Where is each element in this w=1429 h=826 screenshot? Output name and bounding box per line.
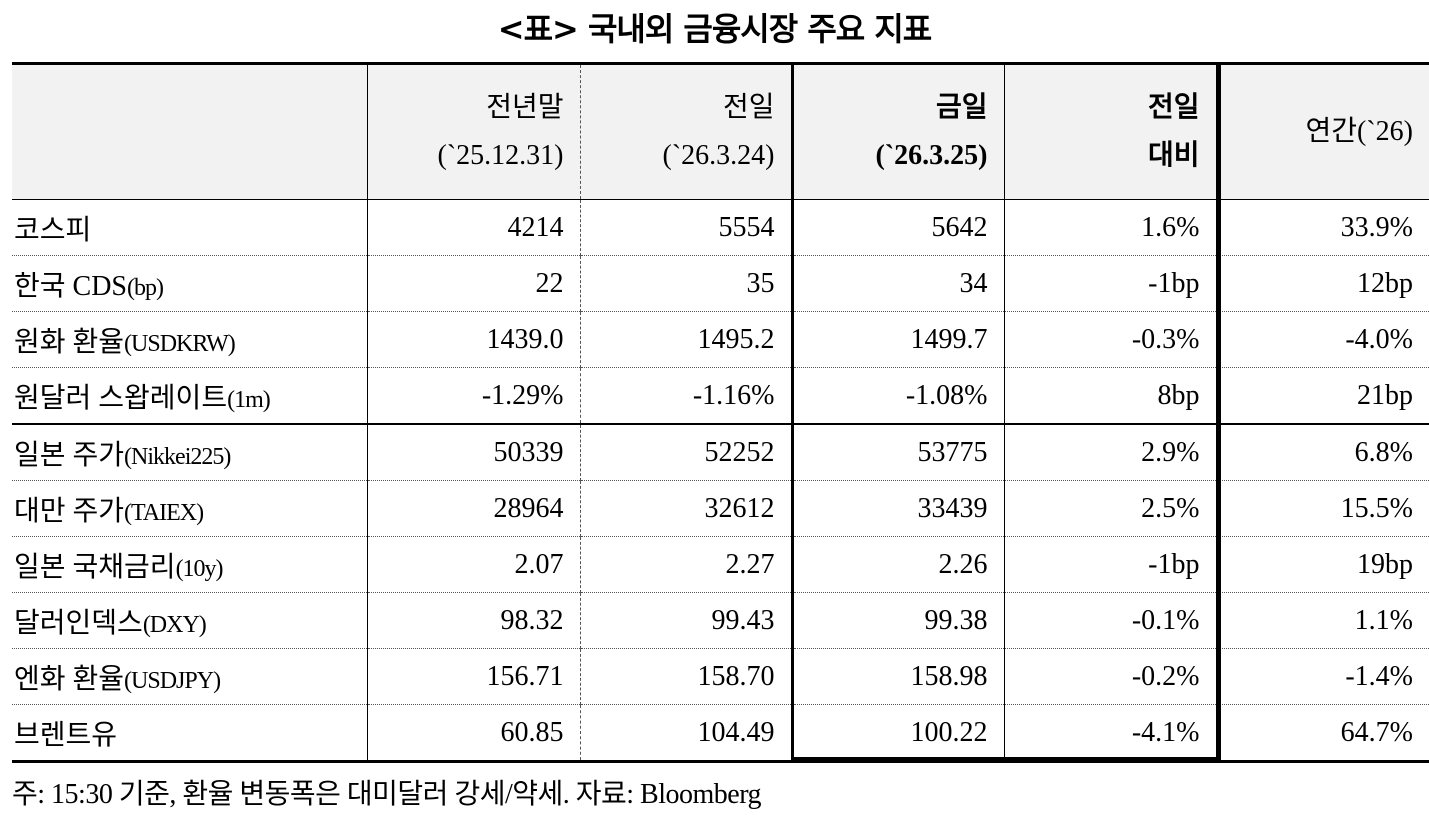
cell-ytd: 21bp: [1215, 367, 1429, 425]
cell-prev-day: 104.49: [579, 704, 792, 763]
row-label: 대만 주가(TAIEX): [12, 480, 367, 537]
cell-ytd: -1.4%: [1215, 648, 1429, 705]
cell-day-change: -0.2%: [1003, 648, 1217, 705]
cell-prev-day: 52252: [579, 424, 792, 481]
cell-day-change: 2.5%: [1003, 480, 1217, 537]
cell-prev-day: 158.70: [579, 648, 792, 705]
cell-prev-year-end: 60.85: [366, 704, 580, 763]
table-row: 대만 주가(TAIEX) 28964 32612 33439 2.5% 15.5%: [12, 480, 1429, 537]
row-label: 한국 CDS(bp): [12, 255, 367, 312]
cell-prev-year-end: -1.29%: [366, 367, 580, 425]
cell-prev-year-end: 28964: [366, 480, 580, 537]
table-row: 엔화 환율(USDJPY) 156.71 158.70 158.98 -0.2% -1.4…: [12, 648, 1429, 705]
table-row: 원화 환율(USDKRW) 1439.0 1495.2 1499.7 -0.3% -4.0…: [12, 311, 1429, 368]
cell-day-change: 8bp: [1003, 367, 1217, 425]
cell-ytd: 6.8%: [1215, 424, 1429, 481]
cell-day-change: 2.9%: [1003, 424, 1217, 481]
cell-prev-year-end: 4214: [366, 199, 580, 256]
header-blank: [12, 62, 367, 200]
cell-today: 33439: [790, 480, 1004, 537]
cell-ytd: 1.1%: [1215, 592, 1429, 649]
row-label: 코스피: [12, 199, 367, 256]
header-today: 금일 (`26.3.25): [790, 62, 1004, 200]
cell-prev-year-end: 50339: [366, 424, 580, 481]
cell-today: 158.98: [790, 648, 1004, 705]
table-row: 원달러 스왑레이트(1m) -1.29% -1.16% -1.08% 8bp 21bp: [12, 367, 1429, 425]
row-label: 원화 환율(USDKRW): [12, 311, 367, 368]
table-row: 일본 주가(Nikkei225) 50339 52252 53775 2.9% 6.8%: [12, 424, 1429, 481]
cell-today: 2.26: [790, 536, 1004, 593]
market-indicators-table: 전년말 (`25.12.31) 전일 (`26.3.24) 금일 (`26.3.25)…: [12, 62, 1429, 763]
cell-ytd: -4.0%: [1215, 311, 1429, 368]
cell-day-change: -1bp: [1003, 536, 1217, 593]
cell-today: 34: [790, 255, 1004, 312]
row-label: 일본 국채금리(10y): [12, 536, 367, 593]
cell-ytd: 33.9%: [1215, 199, 1429, 256]
row-label: 브렌트유: [12, 704, 367, 763]
cell-ytd: 12bp: [1215, 255, 1429, 312]
table-row: 브렌트유 60.85 104.49 100.22 -4.1% 64.7%: [12, 704, 1429, 763]
header-prev-day: 전일 (`26.3.24): [579, 62, 792, 200]
row-label: 원달러 스왑레이트(1m): [12, 367, 367, 425]
cell-day-change: 1.6%: [1003, 199, 1217, 256]
table-row: 코스피 4214 5554 5642 1.6% 33.9%: [12, 199, 1429, 256]
cell-prev-day: 35: [579, 255, 792, 312]
cell-today: -1.08%: [790, 367, 1004, 425]
cell-day-change: -4.1%: [1003, 704, 1217, 763]
table-row: 한국 CDS(bp) 22 35 34 -1bp 12bp: [12, 255, 1429, 312]
cell-today: 100.22: [790, 704, 1004, 763]
table-row: 일본 국채금리(10y) 2.07 2.27 2.26 -1bp 19bp: [12, 536, 1429, 593]
cell-prev-year-end: 98.32: [366, 592, 580, 649]
row-label: 엔화 환율(USDJPY): [12, 648, 367, 705]
header-day-change: 전일 대비: [1003, 62, 1217, 200]
cell-day-change: -1bp: [1003, 255, 1217, 312]
cell-day-change: -0.3%: [1003, 311, 1217, 368]
row-label: 달러인덱스(DXY): [12, 592, 367, 649]
cell-ytd: 64.7%: [1215, 704, 1429, 763]
cell-prev-year-end: 1439.0: [366, 311, 580, 368]
cell-ytd: 15.5%: [1215, 480, 1429, 537]
cell-today: 99.38: [790, 592, 1004, 649]
cell-prev-day: -1.16%: [579, 367, 792, 425]
cell-prev-day: 5554: [579, 199, 792, 256]
header-row: 전년말 (`25.12.31) 전일 (`26.3.24) 금일 (`26.3.25)…: [12, 62, 1429, 200]
cell-today: 53775: [790, 424, 1004, 481]
cell-prev-year-end: 156.71: [366, 648, 580, 705]
cell-prev-day: 1495.2: [579, 311, 792, 368]
cell-today: 5642: [790, 199, 1004, 256]
cell-prev-day: 99.43: [579, 592, 792, 649]
row-label: 일본 주가(Nikkei225): [12, 424, 367, 481]
cell-day-change: -0.1%: [1003, 592, 1217, 649]
header-prev-year-end: 전년말 (`25.12.31): [366, 62, 580, 200]
table-row: 달러인덱스(DXY) 98.32 99.43 99.38 -0.1% 1.1%: [12, 592, 1429, 649]
cell-prev-year-end: 2.07: [366, 536, 580, 593]
cell-ytd: 19bp: [1215, 536, 1429, 593]
cell-prev-year-end: 22: [366, 255, 580, 312]
header-ytd: 연간(`26): [1215, 62, 1429, 200]
footnote: 주: 15:30 기준, 환율 변동폭은 대미달러 강세/약세. 자료: Blo…: [12, 779, 762, 810]
cell-prev-day: 2.27: [579, 536, 792, 593]
table-title: <표> 국내외 금융시장 주요 지표: [497, 10, 932, 48]
cell-today: 1499.7: [790, 311, 1004, 368]
cell-prev-day: 32612: [579, 480, 792, 537]
